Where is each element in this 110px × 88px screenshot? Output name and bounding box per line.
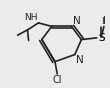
Text: Cl: Cl bbox=[52, 75, 62, 85]
Text: S: S bbox=[98, 33, 105, 43]
Text: N: N bbox=[73, 15, 80, 26]
Text: NH: NH bbox=[24, 13, 38, 22]
Text: S: S bbox=[98, 33, 104, 43]
Text: I: I bbox=[103, 15, 105, 26]
Text: N: N bbox=[76, 55, 84, 65]
Text: I: I bbox=[101, 17, 104, 26]
